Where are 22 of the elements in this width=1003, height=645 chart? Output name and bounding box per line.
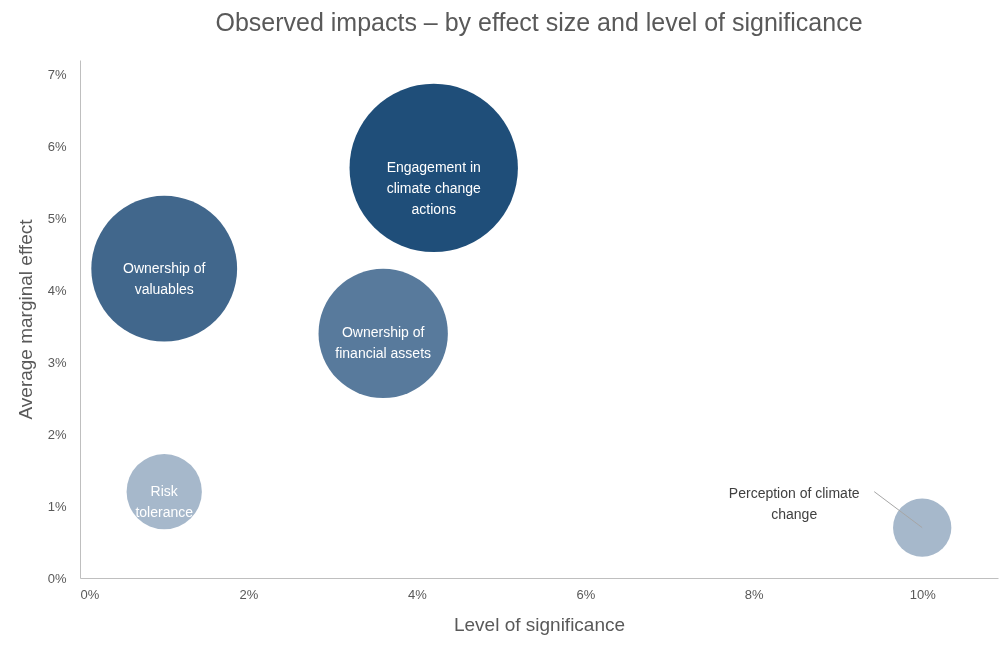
series-label: Ownership of financial assets [335, 324, 432, 362]
y-tick-label: 5% [47, 210, 67, 226]
chart-title: Observed impacts – by effect size and level of significance [215, 8, 863, 36]
x-tick-label: 0% [80, 586, 100, 602]
y-tick-label: 4% [47, 282, 67, 298]
series-label: Risk tolerance [135, 482, 194, 520]
y-tick-label: 2% [47, 426, 67, 442]
x-tick-label: 6% [576, 586, 596, 602]
y-tick-label: 7% [47, 66, 67, 82]
y-tick-label: 1% [47, 498, 67, 514]
x-axis-title: Level of significance [453, 613, 626, 635]
x-tick-label: 2% [239, 586, 259, 602]
series-label: Engagement in climate change actions [386, 158, 482, 217]
series-label: Ownership of valuables [122, 259, 206, 297]
x-tick-label: 8% [744, 586, 765, 602]
y-tick-label: 6% [47, 138, 67, 154]
x-tick-label: 4% [407, 586, 428, 602]
y-axis-title: Average marginal effect [14, 218, 36, 420]
y-tick-label: 0% [47, 570, 67, 586]
x-tick-label: 10% [909, 586, 937, 602]
text: Perception of climate change [728, 484, 860, 522]
y-tick-label: 3% [47, 354, 67, 370]
